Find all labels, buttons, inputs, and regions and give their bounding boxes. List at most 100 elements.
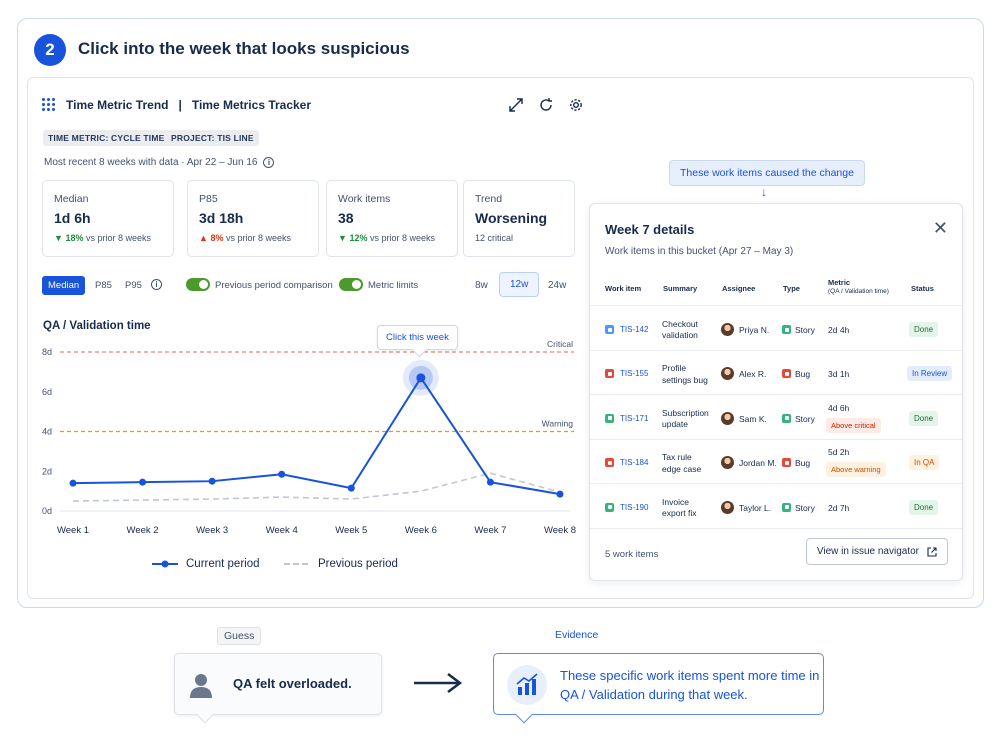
work-item-summary: Invoice export fix xyxy=(662,497,697,520)
delta-value: 8% xyxy=(210,233,224,243)
previous-period-toggle[interactable] xyxy=(186,278,210,291)
row-divider xyxy=(590,350,962,351)
x-tick-label[interactable]: Week 3 xyxy=(196,525,228,536)
table-row[interactable]: TIS-142 Checkout validation Priya N. Story 2d… xyxy=(590,306,962,352)
current-point-1[interactable] xyxy=(69,479,77,487)
tracker-name: Time Metrics Tracker xyxy=(191,98,312,112)
x-tick-label[interactable]: Week 8 xyxy=(544,525,576,536)
story-type-icon xyxy=(782,502,791,512)
y-tick-label: 2d xyxy=(42,466,52,476)
summary-line: validation xyxy=(662,330,698,341)
range-12w-button[interactable]: 12w xyxy=(499,272,540,297)
metric-value: 3d 18h xyxy=(199,210,244,226)
work-item-type: Story xyxy=(795,502,815,513)
story-type-icon xyxy=(782,413,791,423)
threshold-label-critical: Critical xyxy=(547,339,573,349)
down-arrow-icon: ↓ xyxy=(761,185,767,199)
stat-median-tab[interactable]: Median xyxy=(42,276,86,295)
close-icon[interactable]: ✕ xyxy=(932,218,948,238)
bug-icon xyxy=(605,369,614,379)
limit-flag: Above critical xyxy=(826,417,881,433)
date-range: Most recent 8 weeks with data · Apr 22 –… xyxy=(44,157,275,168)
bug-type-icon xyxy=(782,369,791,379)
status-badge: In QA xyxy=(909,455,940,471)
current-point-4[interactable] xyxy=(278,470,286,478)
work-item-key[interactable]: TIS-155 xyxy=(620,369,649,379)
current-point-7[interactable] xyxy=(486,478,494,486)
legend-current-label: Current period xyxy=(186,558,260,570)
y-tick-label: 0d xyxy=(42,506,52,516)
current-point-6[interactable] xyxy=(416,373,426,383)
stat-info-icon[interactable]: i xyxy=(151,279,162,290)
x-tick-label[interactable]: Week 4 xyxy=(266,525,298,536)
current-point-3[interactable] xyxy=(208,477,216,485)
step-title: Click into the week that looks suspiciou… xyxy=(78,39,410,58)
metric-label: P85 xyxy=(199,193,218,205)
app-grid-icon[interactable] xyxy=(42,98,56,112)
metric-card-p85: P85 3d 18h ▲ 8% vs prior 8 weeks xyxy=(187,180,319,257)
metric-chip[interactable]: TIME METRIC: CYCLE TIME xyxy=(43,130,170,146)
info-icon[interactable]: i xyxy=(263,157,275,168)
assignee-name: Alex R. xyxy=(739,369,767,380)
cause-banner: These work items caused the change xyxy=(669,160,865,186)
work-item-key[interactable]: TIS-142 xyxy=(620,325,649,334)
work-item-summary: Profile settings bug xyxy=(662,363,708,386)
gear-icon[interactable] xyxy=(568,97,584,113)
metric-card-trend: Trend Worsening 12 critical xyxy=(463,180,575,257)
legend-previous-label: Previous period xyxy=(318,558,398,570)
project-chip[interactable]: PROJECT: TIS LINE xyxy=(166,130,259,146)
avatar xyxy=(721,500,734,514)
x-tick-label[interactable]: Week 6 xyxy=(405,525,437,536)
view-in-navigator-button[interactable]: View in issue navigator xyxy=(805,538,948,565)
stat-p85-tab[interactable]: P85 xyxy=(95,280,112,291)
current-point-8[interactable] xyxy=(556,490,564,498)
x-tick-label[interactable]: Week 1 xyxy=(57,525,89,536)
down-arrow-icon: ▼ xyxy=(338,233,347,243)
avatar xyxy=(721,323,734,336)
refresh-icon[interactable] xyxy=(538,97,554,113)
view-in-navigator-label: View in issue navigator xyxy=(816,546,919,557)
story-icon xyxy=(605,502,614,512)
table-row[interactable]: TIS-190 Invoice export fix Taylor L. Story 2d… xyxy=(590,484,962,530)
metric-delta: ▲ 8% vs prior 8 weeks xyxy=(199,233,307,243)
work-item-key[interactable]: TIS-184 xyxy=(620,458,649,468)
metric-limits-toggle[interactable] xyxy=(339,278,363,291)
current-point-2[interactable] xyxy=(139,478,147,486)
down-arrow-icon: ▼ xyxy=(54,233,63,243)
stat-p95-tab[interactable]: P95 xyxy=(125,280,142,291)
expand-icon[interactable] xyxy=(508,97,524,113)
threshold-label-warning: Warning xyxy=(542,419,574,429)
summary-line: Tax rule xyxy=(662,452,692,463)
x-tick-label[interactable]: Week 2 xyxy=(127,525,159,536)
delta-value: 18% xyxy=(65,233,84,243)
header-divider xyxy=(590,305,962,306)
bug-icon xyxy=(605,458,614,468)
col-type: Type xyxy=(783,284,800,293)
work-item-key[interactable]: TIS-171 xyxy=(620,413,649,423)
x-tick-label[interactable]: Week 5 xyxy=(335,525,367,536)
summary-line: settings bug xyxy=(662,374,708,385)
chart-controls: Median P85 P95 i Previous period compari… xyxy=(42,272,572,297)
table-row[interactable]: TIS-171 Subscription update Sam K. Story 4d 6… xyxy=(590,395,962,441)
table-row[interactable]: TIS-184 Tax rule edge case Jordan M. Bug 5d 2… xyxy=(590,439,962,485)
click-this-week-callout[interactable]: Click this week xyxy=(377,325,458,350)
assignee-name: Priya N. xyxy=(739,325,770,335)
chart-trend-icon xyxy=(507,665,547,705)
current-point-5[interactable] xyxy=(347,484,355,492)
table-row[interactable]: TIS-155 Profile settings bug Alex R. Bug 3d 1… xyxy=(590,350,962,396)
work-item-key[interactable]: TIS-190 xyxy=(620,502,649,512)
previous-period-line xyxy=(72,472,561,502)
status-badge: Done xyxy=(909,322,939,337)
summary-line: edge case xyxy=(662,463,702,474)
x-tick-label[interactable]: Week 7 xyxy=(474,525,506,536)
work-item-summary: Tax rule edge case xyxy=(662,452,701,475)
previous-legend-swatch xyxy=(284,563,310,565)
story-icon xyxy=(605,413,614,423)
range-8w-button[interactable]: 8w xyxy=(475,280,488,291)
work-item-type: Story xyxy=(795,413,815,424)
line-chart[interactable]: 8d 6d 4d 2d 0d Critical Warning Week 1 Week 2 W… xyxy=(30,330,580,545)
chart-title: QA / Validation time xyxy=(43,320,151,332)
metric-value: 38 xyxy=(338,210,354,226)
range-24w-button[interactable]: 24w xyxy=(548,280,567,291)
summary-line: export fix xyxy=(662,508,697,519)
